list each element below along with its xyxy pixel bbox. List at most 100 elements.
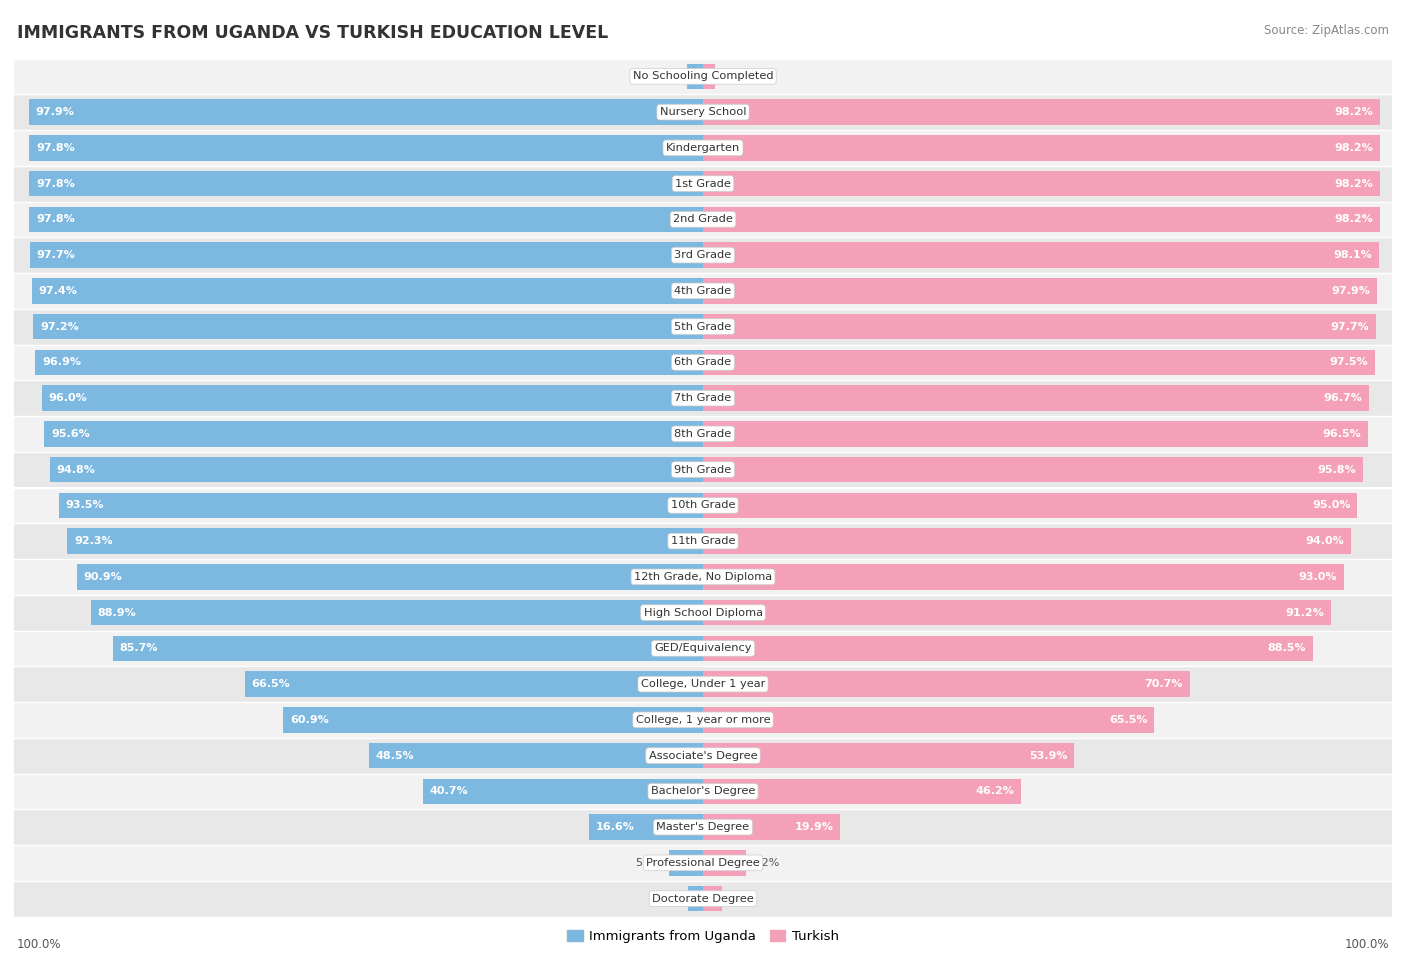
- Bar: [30, 207, 703, 232]
- Bar: [703, 421, 1368, 447]
- Text: 97.2%: 97.2%: [41, 322, 79, 332]
- Text: Kindergarten: Kindergarten: [666, 143, 740, 153]
- Text: 2nd Grade: 2nd Grade: [673, 214, 733, 224]
- Text: 94.8%: 94.8%: [56, 465, 96, 475]
- Bar: [703, 528, 1351, 554]
- Bar: [35, 349, 703, 375]
- Text: 98.2%: 98.2%: [1334, 143, 1372, 153]
- Text: 66.5%: 66.5%: [252, 680, 291, 689]
- Text: 100.0%: 100.0%: [1344, 938, 1389, 951]
- Text: 96.7%: 96.7%: [1323, 393, 1362, 403]
- Bar: [30, 242, 703, 268]
- Bar: [59, 492, 703, 519]
- Text: 11th Grade: 11th Grade: [671, 536, 735, 546]
- Text: 97.8%: 97.8%: [37, 214, 75, 224]
- Text: Nursery School: Nursery School: [659, 107, 747, 117]
- Text: 9th Grade: 9th Grade: [675, 465, 731, 475]
- Text: 91.2%: 91.2%: [1285, 607, 1324, 617]
- Text: Bachelor's Degree: Bachelor's Degree: [651, 787, 755, 797]
- Bar: [14, 559, 1392, 595]
- Bar: [14, 738, 1392, 773]
- Text: 46.2%: 46.2%: [976, 787, 1014, 797]
- Bar: [14, 451, 1392, 488]
- Text: 2.2%: 2.2%: [654, 894, 682, 904]
- Text: 97.9%: 97.9%: [35, 107, 75, 117]
- Text: 5th Grade: 5th Grade: [675, 322, 731, 332]
- Bar: [14, 309, 1392, 344]
- Bar: [703, 456, 1362, 483]
- Bar: [14, 880, 1392, 916]
- Legend: Immigrants from Uganda, Turkish: Immigrants from Uganda, Turkish: [562, 925, 844, 949]
- Bar: [14, 130, 1392, 166]
- Bar: [14, 237, 1392, 273]
- Text: 19.9%: 19.9%: [794, 822, 834, 832]
- Text: 98.1%: 98.1%: [1333, 251, 1372, 260]
- Bar: [589, 814, 703, 840]
- Text: 2.3%: 2.3%: [654, 71, 682, 81]
- Text: 95.6%: 95.6%: [51, 429, 90, 439]
- Text: 6th Grade: 6th Grade: [675, 358, 731, 368]
- Bar: [423, 778, 703, 804]
- Bar: [30, 135, 703, 161]
- Bar: [703, 600, 1331, 626]
- Text: 48.5%: 48.5%: [375, 751, 415, 760]
- Text: 7th Grade: 7th Grade: [675, 393, 731, 403]
- Text: 92.3%: 92.3%: [75, 536, 112, 546]
- Text: Source: ZipAtlas.com: Source: ZipAtlas.com: [1264, 24, 1389, 37]
- Text: College, 1 year or more: College, 1 year or more: [636, 715, 770, 724]
- Text: 95.8%: 95.8%: [1317, 465, 1357, 475]
- Text: 98.2%: 98.2%: [1334, 178, 1372, 188]
- Bar: [45, 421, 703, 447]
- Bar: [14, 380, 1392, 416]
- Bar: [14, 702, 1392, 738]
- Bar: [14, 631, 1392, 666]
- Text: College, Under 1 year: College, Under 1 year: [641, 680, 765, 689]
- Text: Associate's Degree: Associate's Degree: [648, 751, 758, 760]
- Text: 98.2%: 98.2%: [1334, 214, 1372, 224]
- Text: 12th Grade, No Diploma: 12th Grade, No Diploma: [634, 572, 772, 582]
- Bar: [703, 385, 1369, 411]
- Text: 96.0%: 96.0%: [48, 393, 87, 403]
- Text: 97.4%: 97.4%: [39, 286, 77, 295]
- Bar: [14, 595, 1392, 631]
- Bar: [14, 845, 1392, 880]
- Text: 88.9%: 88.9%: [97, 607, 136, 617]
- Text: 65.5%: 65.5%: [1109, 715, 1147, 724]
- Bar: [703, 207, 1379, 232]
- Bar: [703, 850, 745, 876]
- Text: 93.5%: 93.5%: [66, 500, 104, 510]
- Text: 100.0%: 100.0%: [17, 938, 62, 951]
- Bar: [32, 278, 703, 304]
- Bar: [703, 707, 1154, 733]
- Bar: [30, 171, 703, 197]
- Text: 40.7%: 40.7%: [429, 787, 468, 797]
- Text: 8th Grade: 8th Grade: [675, 429, 731, 439]
- Bar: [14, 666, 1392, 702]
- Text: 96.5%: 96.5%: [1322, 429, 1361, 439]
- Text: 97.8%: 97.8%: [37, 143, 75, 153]
- Text: 98.2%: 98.2%: [1334, 107, 1372, 117]
- Bar: [703, 564, 1344, 590]
- Text: 97.7%: 97.7%: [37, 251, 76, 260]
- Bar: [703, 349, 1375, 375]
- Text: Professional Degree: Professional Degree: [647, 858, 759, 868]
- Bar: [14, 524, 1392, 559]
- Text: IMMIGRANTS FROM UGANDA VS TURKISH EDUCATION LEVEL: IMMIGRANTS FROM UGANDA VS TURKISH EDUCAT…: [17, 24, 609, 42]
- Text: 1.8%: 1.8%: [721, 71, 749, 81]
- Text: 53.9%: 53.9%: [1029, 751, 1067, 760]
- Text: 4th Grade: 4th Grade: [675, 286, 731, 295]
- Bar: [284, 707, 703, 733]
- Text: 94.0%: 94.0%: [1305, 536, 1344, 546]
- Bar: [67, 528, 703, 554]
- Bar: [703, 636, 1313, 661]
- Text: 97.7%: 97.7%: [1330, 322, 1369, 332]
- Text: 93.0%: 93.0%: [1298, 572, 1337, 582]
- Bar: [703, 671, 1189, 697]
- Bar: [112, 636, 703, 661]
- Text: 5.0%: 5.0%: [634, 858, 664, 868]
- Text: 97.9%: 97.9%: [1331, 286, 1371, 295]
- Bar: [14, 809, 1392, 845]
- Bar: [688, 63, 703, 90]
- Bar: [703, 885, 721, 912]
- Bar: [703, 135, 1379, 161]
